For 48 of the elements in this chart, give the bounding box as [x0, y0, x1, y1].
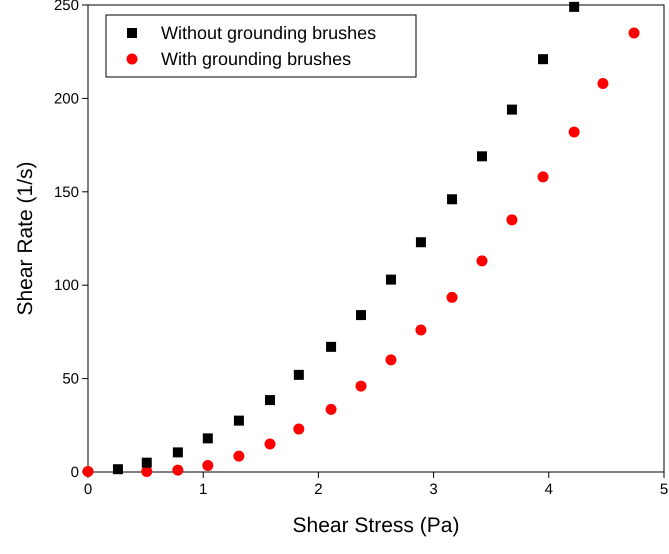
- x-axis-title: Shear Stress (Pa): [292, 514, 460, 537]
- point: [416, 237, 426, 248]
- point: [234, 416, 244, 426]
- point: [142, 458, 152, 468]
- legend-label: Without grounding brushes: [161, 23, 376, 43]
- point: [569, 2, 580, 12]
- legend-label: With grounding brushes: [161, 49, 352, 69]
- point: [628, 28, 640, 39]
- point: [172, 447, 183, 458]
- point: [506, 104, 517, 115]
- point: [568, 126, 580, 138]
- point: [356, 380, 367, 392]
- y-axis-title: Shear Rate (1/s): [14, 161, 37, 316]
- point: [294, 370, 304, 380]
- point: [264, 438, 276, 450]
- point: [112, 464, 123, 474]
- point: [447, 194, 458, 204]
- point: [476, 151, 487, 162]
- x-tick-label: 0: [84, 481, 92, 498]
- point: [415, 324, 426, 336]
- point: [82, 466, 94, 477]
- point: [506, 214, 518, 226]
- point: [202, 433, 213, 444]
- point: [202, 460, 214, 471]
- x-tick-label: 3: [429, 481, 438, 498]
- y-tick-label: 50: [62, 370, 79, 388]
- x-tick-label: 2: [314, 481, 323, 498]
- point: [326, 342, 336, 352]
- point: [446, 292, 458, 303]
- point: [476, 255, 488, 266]
- x-tick-label: 5: [660, 481, 668, 498]
- x-tick-label: 1: [199, 481, 208, 498]
- point: [597, 78, 608, 89]
- y-tick-label: 150: [54, 184, 79, 201]
- point: [233, 450, 244, 462]
- point: [538, 171, 549, 182]
- point: [356, 310, 366, 320]
- point: [385, 354, 396, 366]
- point: [293, 424, 304, 435]
- point: [386, 274, 396, 285]
- y-tick-label: 0: [70, 464, 79, 481]
- y-tick-label: 200: [54, 90, 79, 108]
- point: [538, 54, 548, 64]
- point: [172, 464, 184, 476]
- y-tick-label: 100: [54, 277, 79, 294]
- point: [326, 404, 337, 415]
- point: [265, 395, 276, 406]
- x-tick-label: 4: [544, 481, 553, 498]
